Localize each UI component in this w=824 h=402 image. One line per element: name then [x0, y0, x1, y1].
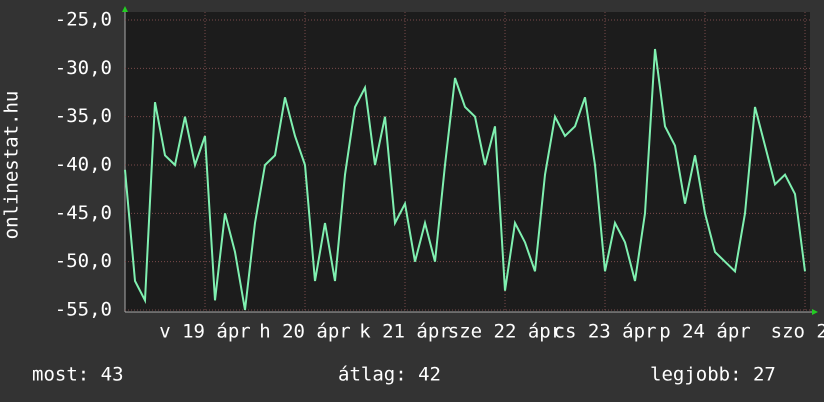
- y-tick-label: -40,0: [55, 154, 112, 176]
- x-tick-label: h 20 ápr: [259, 321, 351, 343]
- x-tick-label: p 24 ápr: [659, 321, 751, 343]
- data-line: [124, 48, 806, 311]
- x-arrow: [812, 309, 818, 315]
- x-tick-label: sze 22 ápr: [448, 321, 562, 343]
- x-tick-label: szo 25: [771, 321, 824, 343]
- footer-average: átlag: 42: [338, 364, 441, 386]
- y-tick-label: -45,0: [55, 202, 112, 224]
- y-tick-label: -25,0: [55, 9, 112, 31]
- y-tick-label: -35,0: [55, 105, 112, 127]
- y-tick-label: -55,0: [55, 299, 112, 321]
- y-arrow: [122, 6, 128, 12]
- y-tick-label: -50,0: [55, 250, 112, 272]
- plot-area: [125, 12, 810, 312]
- y-axis-label: onlinestat.hu: [1, 91, 23, 240]
- footer-current: most: 43: [32, 364, 124, 386]
- y-tick-label: -30,0: [55, 57, 112, 79]
- x-tick-label: cs 23 ápr: [554, 321, 657, 343]
- x-tick-label: k 21 ápr: [359, 321, 451, 343]
- x-tick-label: v 19 ápr: [159, 321, 251, 343]
- footer-best: legjobb: 27: [650, 364, 776, 386]
